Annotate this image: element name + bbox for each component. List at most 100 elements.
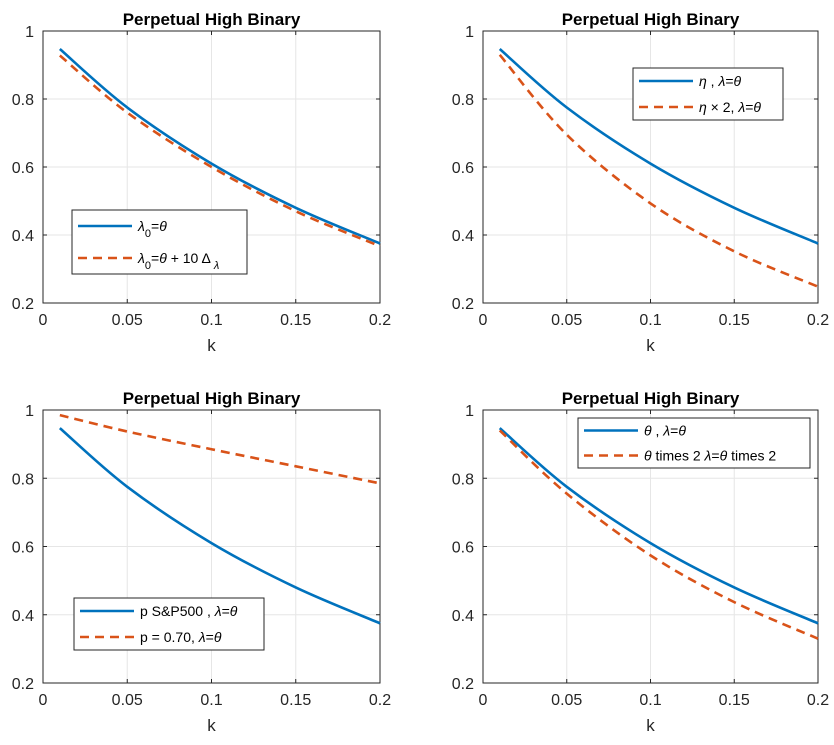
x-tick-label: 0.2 [807,692,829,709]
legend-label-part: λ [704,448,712,464]
legend-label-2: θ times 2 λ=θ times 2 [644,448,776,464]
y-tick-label: 0.8 [452,471,474,488]
x-tick-label: 0.15 [280,312,311,329]
chart-title: Perpetual High Binary [123,389,301,408]
x-tick-label: 0.1 [200,692,222,709]
legend-label-part: η [699,73,707,89]
legend-label-part: p = 0.70, [140,629,199,645]
x-axis-label: k [646,716,655,735]
x-tick-label: 0.15 [719,692,750,709]
legend-label-part: p S&P500 , [140,603,215,619]
legend-label-part: λ [737,99,745,115]
legend-box [632,67,784,121]
legend-label-part: times 2 [652,448,705,464]
legend-label-part: λ [211,260,219,272]
series-line-2 [498,429,819,640]
x-tick-label: 0 [479,312,488,329]
x-tick-label: 0.05 [112,692,143,709]
legend-label-part: θ [159,218,167,234]
legend-label-part: θ [753,99,761,115]
legend-label-part: = [222,603,230,619]
y-tick-label: 0.4 [12,608,34,625]
chart-panel-1: 0 0.05 0.1 0.15 0.2 0.2 0.4 0.6 0.8 1 Perpetual Hi… [12,10,391,355]
y-tick-label: 0.2 [452,296,474,313]
x-axis-label: k [207,336,216,355]
x-tick-label: 0.2 [369,692,391,709]
legend-label-part: θ [644,448,652,464]
legend-label-2: η × 2, λ=θ [699,99,761,115]
legend-label-part: × 2, [707,99,739,115]
x-axis-label: k [646,336,655,355]
legend-label-part: θ [159,250,167,266]
legend-label-1: p S&P500 , λ=θ [140,603,238,619]
legend-box [71,209,248,275]
legend-label-part: 0 [145,260,151,272]
series-line-2 [498,53,819,288]
legend-label-part: = [670,423,678,439]
x-tick-label: 0.1 [200,312,222,329]
legend-label-part: θ [644,423,652,439]
legend-label-part: = [151,218,159,234]
series-line-1 [498,427,819,625]
x-tick-label: 0 [479,692,488,709]
legend: λ0=θλ0=θ + 10 Δ λ [71,209,248,275]
series-line-2 [59,413,381,485]
legend-label-part: θ [678,423,686,439]
y-tick-label: 1 [465,403,474,420]
legend-label-part: θ [230,603,238,619]
legend: η , λ=θη × 2, λ=θ [632,67,784,121]
legend-label-part: θ [214,629,222,645]
legend-label-part: θ [720,448,728,464]
legend-label-part: λ [717,73,725,89]
y-tick-label: 1 [465,24,474,41]
chart-panel-4: 0 0.05 0.1 0.15 0.2 0.2 0.4 0.6 0.8 1 Perpetual Hi… [452,389,829,735]
legend-label-part: λ [137,218,145,234]
y-tick-label: 0.2 [12,296,34,313]
x-tick-label: 0 [39,312,48,329]
x-tick-label: 0.05 [112,312,143,329]
legend-label-part: = [711,448,719,464]
y-tick-label: 0.6 [452,540,474,557]
chart-title: Perpetual High Binary [562,389,740,408]
x-tick-label: 0 [39,692,48,709]
legend-label-2: λ0=θ + 10 Δ λ [137,250,219,272]
legend-label-part: = [725,73,733,89]
y-tick-label: 0.6 [12,540,34,557]
legend-label-part: θ [734,73,742,89]
legend-label-part: η [699,99,707,115]
legend-label-1: η , λ=θ [699,73,742,89]
chart-title: Perpetual High Binary [562,10,740,29]
legend: θ , λ=θθ times 2 λ=θ times 2 [577,417,811,469]
legend-label-part: λ [137,250,145,266]
y-tick-label: 0.8 [452,92,474,109]
y-tick-label: 1 [25,24,34,41]
x-tick-label: 0.1 [639,692,661,709]
legend-label-part: = [151,250,159,266]
legend-label-part: Δ [201,250,210,266]
y-tick-label: 0.8 [12,92,34,109]
legend-box [577,417,811,469]
legend-label-part: + 10 [167,250,202,266]
y-tick-label: 0.2 [452,676,474,693]
y-tick-label: 0.6 [452,160,474,177]
y-tick-label: 0.4 [452,228,474,245]
x-tick-label: 0.1 [639,312,661,329]
y-tick-label: 1 [25,403,34,420]
x-tick-label: 0.05 [551,312,582,329]
chart-title: Perpetual High Binary [123,10,301,29]
legend-label-2: p = 0.70, λ=θ [140,629,222,645]
legend-label-part: λ [198,629,206,645]
legend-box [73,597,265,651]
chart-panel-3: 0 0.05 0.1 0.15 0.2 0.2 0.4 0.6 0.8 1 Perpetual Hi… [12,389,391,735]
legend-label-part: = [745,99,753,115]
legend-label-part: λ [214,603,222,619]
legend-label-part: , [652,423,664,439]
legend-label-1: θ , λ=θ [644,423,686,439]
y-tick-label: 0.4 [452,608,474,625]
y-tick-label: 0.8 [12,471,34,488]
y-tick-label: 0.2 [12,676,34,693]
x-tick-label: 0.15 [719,312,750,329]
series-line-1 [58,427,381,625]
